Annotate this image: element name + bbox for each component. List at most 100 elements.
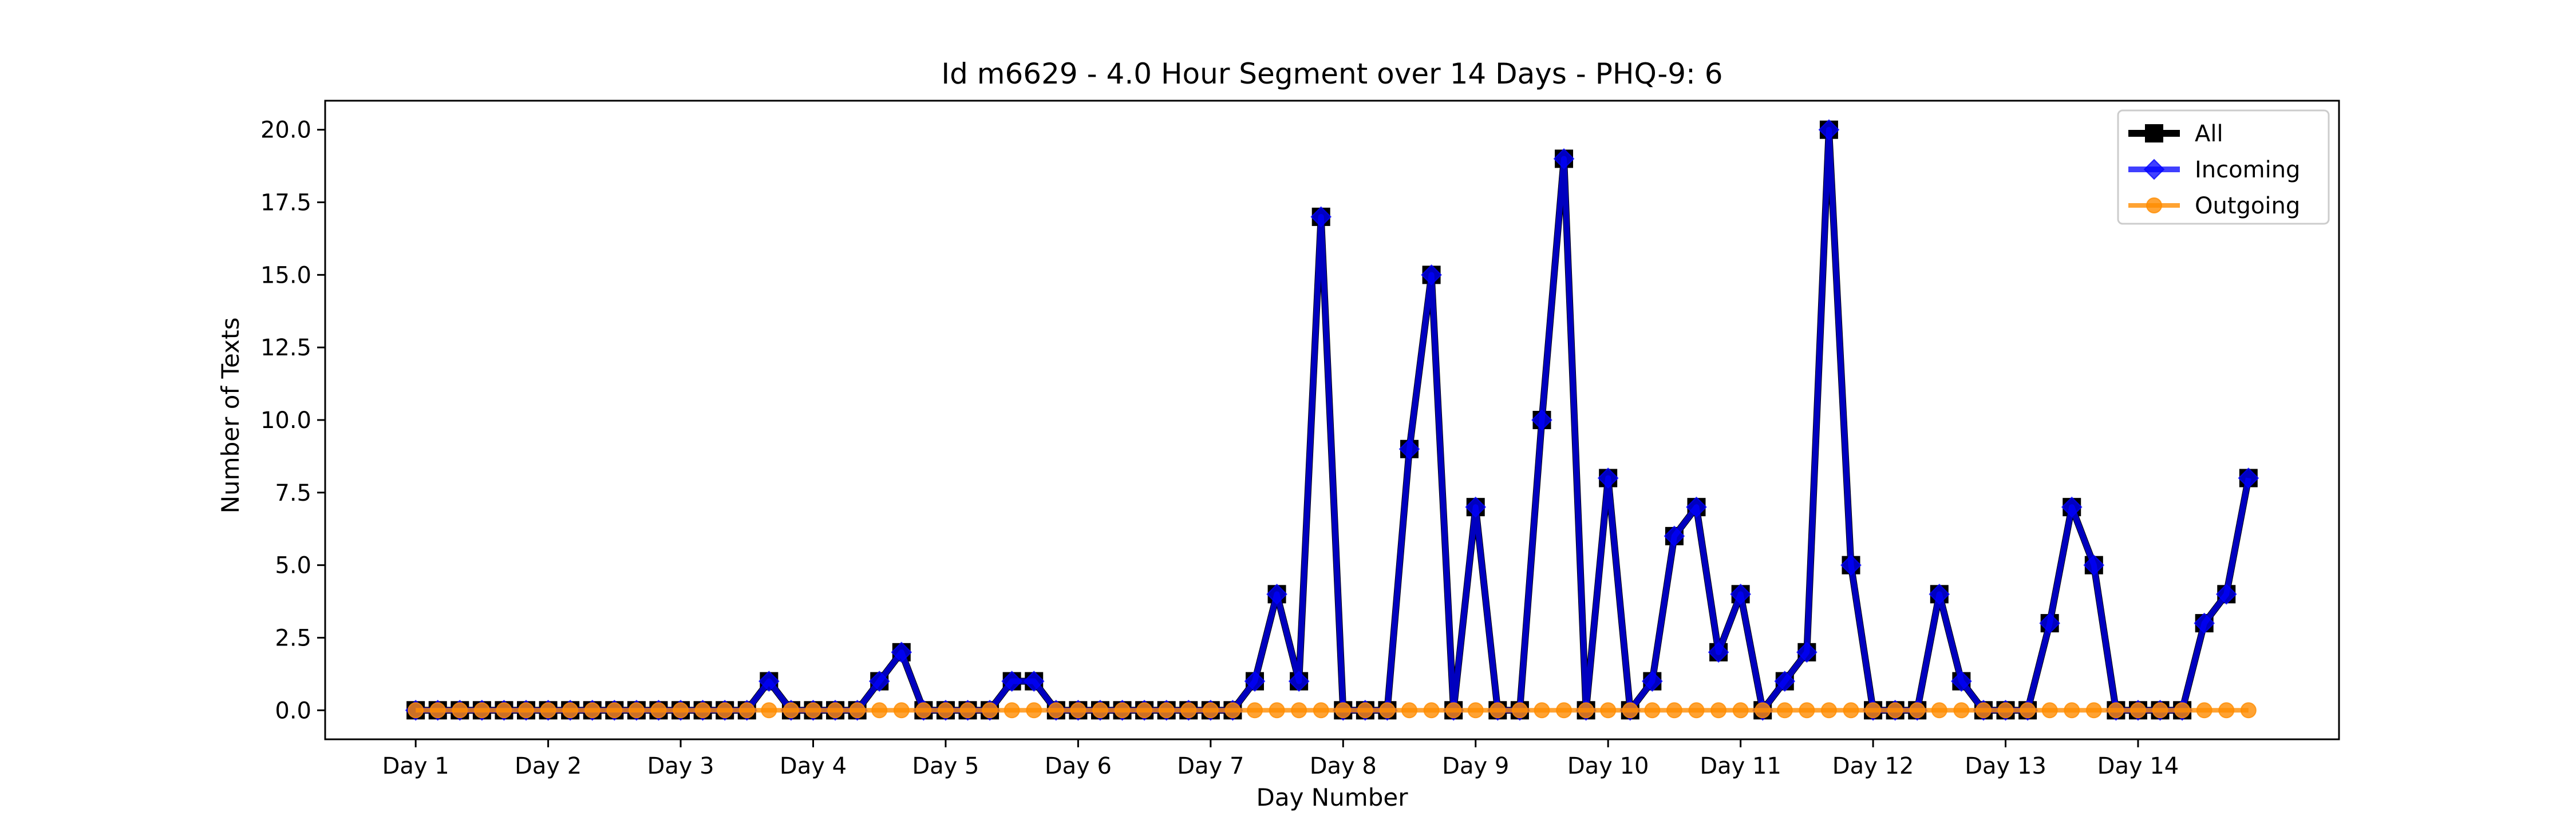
circle-marker	[1401, 702, 1418, 719]
x-tick-label: Day 13	[1965, 753, 2046, 779]
diamond-marker	[2039, 612, 2061, 634]
circle-marker	[2240, 702, 2257, 719]
legend-label-all: All	[2195, 121, 2223, 147]
diamond-marker	[1266, 583, 1287, 605]
circle-marker	[1688, 702, 1705, 719]
x-axis: Day 1 Day 2 Day 3 Day 4 Day 5 Day 6 Day 7 Day 8…	[382, 739, 2179, 779]
diamond-marker	[2083, 554, 2105, 576]
circle-marker	[849, 702, 866, 719]
y-tick-label: 17.5	[260, 190, 311, 216]
circle-marker	[496, 702, 512, 719]
circle-marker	[1467, 702, 1484, 719]
circle-marker	[738, 702, 755, 719]
x-axis-label: Day Number	[1256, 783, 1408, 811]
circle-marker	[1070, 702, 1086, 719]
y-tick-label: 12.5	[260, 335, 311, 361]
circle-marker	[1556, 702, 1573, 719]
circle-marker	[2064, 702, 2080, 719]
circle-marker	[1931, 702, 1947, 719]
diamond-marker	[1023, 671, 1045, 692]
circle-marker	[1511, 702, 1528, 719]
legend-box	[2117, 109, 2330, 225]
circle-marker	[1357, 702, 1373, 719]
circle-marker	[761, 702, 777, 719]
circle-marker	[518, 702, 535, 719]
circle-marker	[1732, 702, 1749, 719]
circle-marker	[1710, 702, 1727, 719]
diamond-marker	[1398, 438, 1420, 460]
diamond-marker	[1840, 554, 1862, 576]
circle-marker	[1622, 702, 1638, 719]
circle-marker	[1379, 702, 1396, 719]
diamond-marker	[1421, 264, 1442, 286]
circle-marker	[915, 702, 932, 719]
x-tick-label: Day 5	[912, 753, 979, 779]
series-outgoing	[408, 702, 2257, 719]
circle-marker	[2196, 702, 2212, 719]
x-tick-label: Day 14	[2097, 753, 2179, 779]
diamond-marker	[1288, 671, 1310, 692]
x-tick-label: Day 6	[1045, 753, 1112, 779]
circle-marker	[937, 702, 954, 719]
circle-marker	[959, 702, 976, 719]
diamond-marker	[1664, 525, 1685, 547]
circle-marker	[1092, 702, 1108, 719]
y-tick-label: 15.0	[260, 262, 311, 288]
circle-marker	[562, 702, 579, 719]
series-incoming	[405, 119, 2259, 721]
circle-marker	[1158, 702, 1175, 719]
x-tick-label: Day 10	[1567, 753, 1649, 779]
circle-marker	[1003, 702, 1020, 719]
circle-marker	[2129, 702, 2146, 719]
circle-marker	[1776, 702, 1793, 719]
circle-marker	[893, 702, 910, 719]
circle-marker	[871, 702, 888, 719]
circle-marker	[2108, 702, 2124, 719]
circle-marker	[1843, 702, 1859, 719]
diamond-marker	[1950, 671, 1972, 692]
circle-marker	[1909, 702, 1926, 719]
circle-marker	[1820, 702, 1837, 719]
legend-label-incoming: Incoming	[2195, 157, 2300, 183]
circle-marker	[827, 702, 844, 719]
diamond-marker	[891, 641, 912, 663]
diamond-marker	[1774, 671, 1796, 692]
circle-marker	[1887, 702, 1903, 719]
diamond-marker	[868, 671, 890, 692]
circle-marker	[805, 702, 821, 719]
y-tick-label: 10.0	[260, 407, 311, 434]
legend: All Incoming Outgoing	[2117, 109, 2330, 225]
diamond-marker	[2215, 583, 2237, 605]
circle-marker	[1180, 702, 1197, 719]
diamond-marker	[1818, 119, 1840, 141]
circle-marker	[452, 702, 468, 719]
x-tick-label: Day 11	[1700, 753, 1781, 779]
circle-marker	[584, 702, 600, 719]
circle-marker	[2146, 197, 2162, 213]
diamond-marker	[1929, 583, 1950, 605]
circle-marker	[1644, 702, 1661, 719]
legend-label-outgoing: Outgoing	[2195, 193, 2300, 219]
circle-marker	[982, 702, 998, 719]
circle-marker	[429, 702, 446, 719]
x-tick-label: Day 2	[515, 753, 582, 779]
circle-marker	[1953, 702, 1970, 719]
circle-marker	[1136, 702, 1153, 719]
diamond-marker	[1001, 671, 1023, 692]
circle-marker	[783, 702, 799, 719]
diamond-marker	[1641, 671, 1663, 692]
diamond-marker	[1244, 671, 1266, 692]
circle-marker	[673, 702, 689, 719]
circle-marker	[2020, 702, 2036, 719]
circle-marker	[1799, 702, 1815, 719]
circle-marker	[628, 702, 645, 719]
y-tick-label: 5.0	[275, 553, 311, 579]
x-tick-label: Day 3	[647, 753, 714, 779]
x-tick-label: Day 1	[382, 753, 449, 779]
diamond-marker	[1310, 206, 1332, 228]
circle-marker	[1490, 702, 1506, 719]
square-marker	[2145, 124, 2163, 142]
circle-marker	[1600, 702, 1617, 719]
series-line-incoming	[416, 126, 2251, 714]
circle-marker	[1578, 702, 1594, 719]
